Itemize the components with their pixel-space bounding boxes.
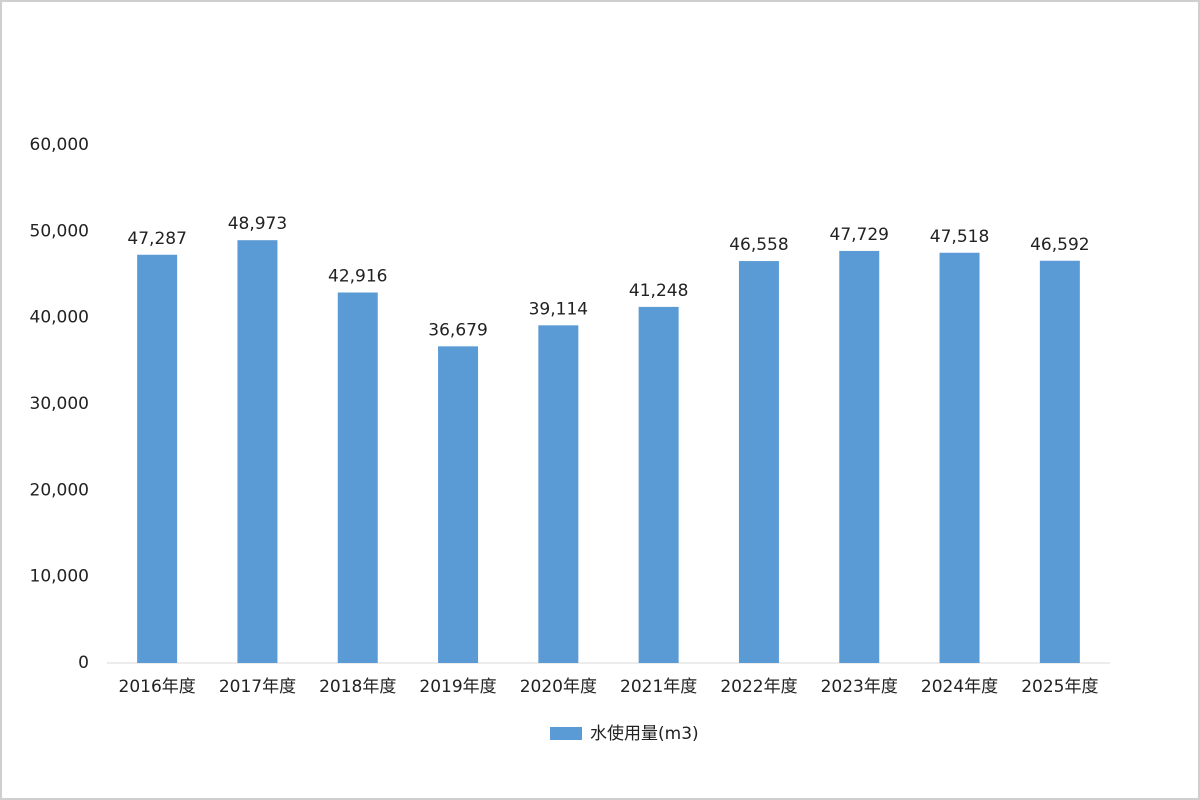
x-tick-label: 2022年度 (720, 677, 797, 697)
value-label: 39,114 (529, 299, 588, 319)
bar (638, 306, 679, 663)
y-tick-label: 10,000 (30, 567, 89, 587)
y-tick-label: 20,000 (30, 480, 89, 500)
bar (839, 250, 880, 663)
x-tick-label: 2017年度 (219, 677, 296, 697)
x-tick-label: 2024年度 (921, 677, 998, 697)
value-label: 47,287 (127, 229, 186, 249)
value-label: 36,679 (428, 320, 487, 340)
bar (137, 254, 178, 664)
y-tick-label: 40,000 (30, 308, 89, 328)
x-tick-label: 2019年度 (419, 677, 496, 697)
value-label: 46,558 (729, 235, 788, 255)
value-label: 48,973 (228, 214, 287, 234)
x-tick-label: 2020年度 (520, 677, 597, 697)
y-tick-label: 50,000 (30, 221, 89, 241)
x-tick-label: 2016年度 (119, 677, 196, 697)
bar (939, 252, 980, 663)
bar (1039, 260, 1080, 663)
bar (538, 325, 579, 663)
x-tick-label: 2025年度 (1021, 677, 1098, 697)
value-label: 41,248 (629, 281, 688, 301)
y-tick-label: 0 (78, 653, 89, 673)
x-tick-label: 2021年度 (620, 677, 697, 697)
x-tick-label: 2023年度 (821, 677, 898, 697)
bar (337, 292, 378, 663)
legend-label: 水使用量(m3) (590, 723, 699, 744)
value-label: 46,592 (1030, 235, 1089, 255)
bar (237, 240, 278, 663)
legend-swatch (550, 727, 582, 740)
value-label: 47,729 (830, 225, 889, 245)
bar (438, 346, 479, 663)
y-tick-label: 30,000 (30, 394, 89, 414)
value-label: 42,916 (328, 266, 387, 286)
x-tick-label: 2018年度 (319, 677, 396, 697)
value-label: 47,518 (930, 227, 989, 247)
bar (738, 261, 779, 663)
y-tick-label: 60,000 (30, 135, 89, 155)
